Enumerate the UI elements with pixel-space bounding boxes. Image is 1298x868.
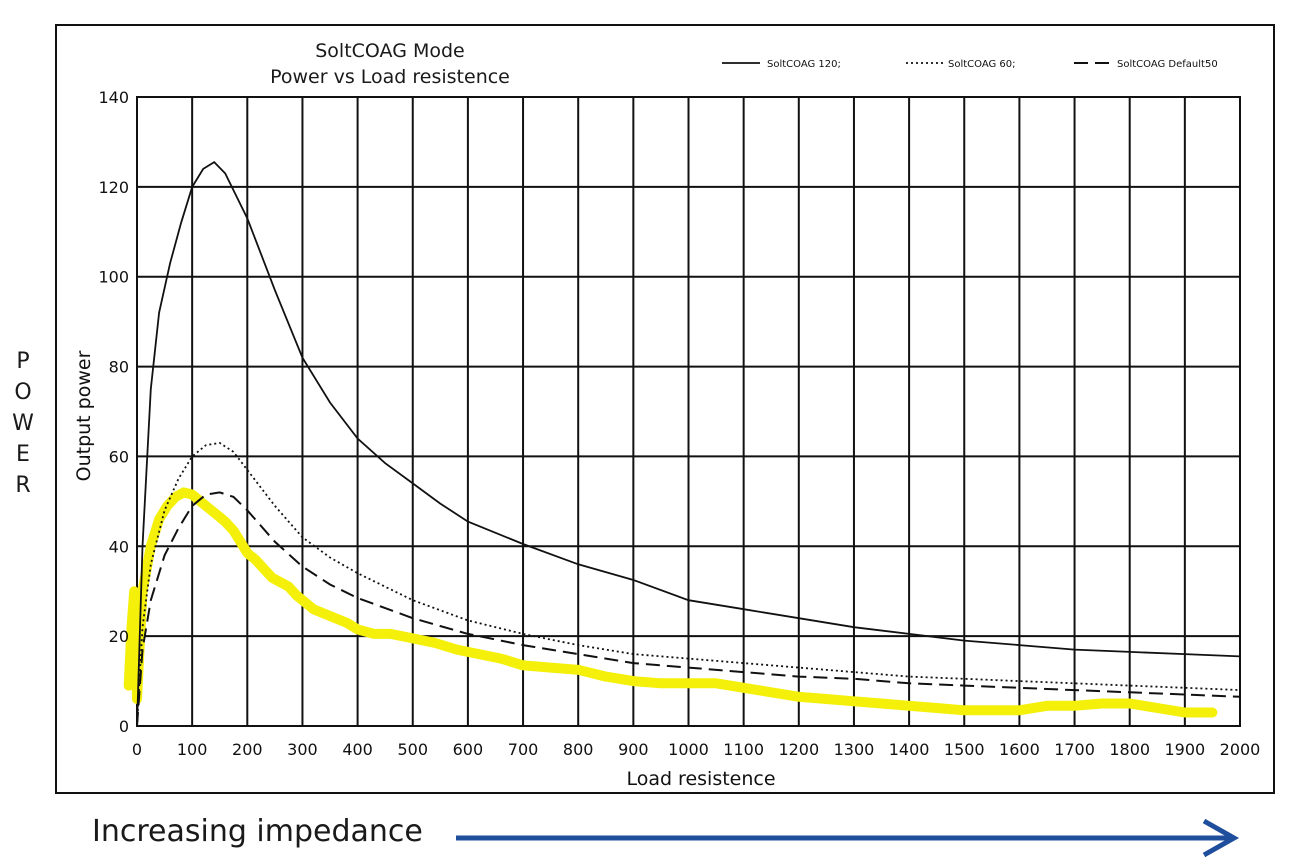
legend: SoltCOAG 120; SoltCOAG 60; SoltCOAG Defaul… — [722, 59, 1218, 70]
x-tick-label: 1600 — [999, 740, 1040, 759]
y-tick-label: 0 — [119, 717, 129, 736]
chart-title-line: SoltCOAG Mode — [315, 40, 465, 62]
series-line-solid — [136, 160, 1241, 727]
x-tick-label: 700 — [508, 740, 539, 759]
x-tick-label: 2000 — [1220, 740, 1261, 759]
x-tick-label: 600 — [453, 740, 484, 759]
x-tick-label: 1200 — [778, 740, 819, 759]
x-tick-label: 1900 — [1164, 740, 1205, 759]
y-tick-label: 20 — [109, 627, 129, 646]
x-tick-label: 1800 — [1109, 740, 1150, 759]
x-tick-label: 1300 — [834, 740, 875, 759]
legend-label: SoltCOAG Default50 — [1117, 59, 1218, 70]
x-tick-label: 1400 — [889, 740, 930, 759]
y-tick-label: 100 — [98, 268, 129, 287]
power-letter: P — [16, 349, 30, 374]
series-line-dashed — [136, 491, 1241, 727]
power-letter: W — [12, 411, 34, 436]
x-tick-label: 400 — [342, 740, 373, 759]
chart-title: SoltCOAG Mode Power vs Load resistence — [250, 38, 530, 90]
x-tick-label: 800 — [563, 740, 594, 759]
x-tick-label: 900 — [618, 740, 649, 759]
y-tick-label: 60 — [109, 447, 129, 466]
y-tick-label: 120 — [98, 178, 129, 197]
x-tick-label: 500 — [397, 740, 428, 759]
power-letter: R — [15, 473, 31, 498]
chart-frame — [55, 24, 1275, 794]
arrow-head-icon — [1202, 818, 1240, 858]
legend-label: SoltCOAG 120; — [767, 59, 841, 70]
series-layer — [123, 160, 1241, 727]
power-letter: O — [14, 380, 32, 405]
y-tick-label: 40 — [109, 537, 129, 556]
x-axis-title: Load resistence — [626, 768, 775, 790]
x-tick-label: 1700 — [1054, 740, 1095, 759]
increasing-impedance-caption: Increasing impedance — [92, 814, 423, 849]
x-tick-label: 1000 — [668, 740, 709, 759]
power-side-label: P O W E R — [0, 346, 46, 501]
chart-subtitle: Power vs Load resistence — [270, 66, 510, 88]
grid — [136, 96, 1241, 727]
legend-label: SoltCOAG 60; — [948, 59, 1016, 70]
y-tick-label: 140 — [98, 88, 129, 107]
ticks: 0 100 200 300 400 500 600 700 800 900 1000 1100 1200… — [98, 88, 1260, 759]
x-tick-label: 100 — [177, 740, 208, 759]
highlight-curve — [123, 487, 1218, 718]
x-tick-label: 300 — [287, 740, 318, 759]
x-tick-label: 1500 — [944, 740, 985, 759]
y-tick-label: 80 — [109, 358, 129, 377]
power-letter: E — [16, 442, 30, 467]
x-tick-label: 1100 — [723, 740, 764, 759]
x-tick-label: 200 — [232, 740, 263, 759]
x-tick-label: 0 — [132, 740, 142, 759]
y-axis-title: Output power — [73, 350, 95, 481]
